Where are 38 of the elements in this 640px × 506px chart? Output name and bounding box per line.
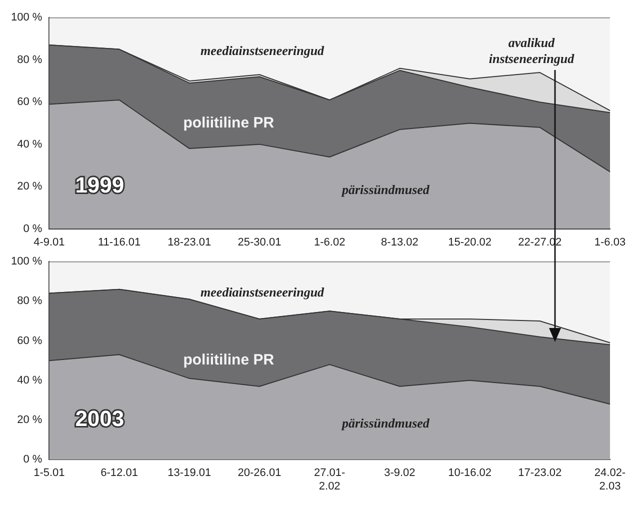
series-label: pärissündmused [340, 182, 430, 198]
x-tick-label: 1-6.02 [314, 236, 346, 248]
annotation: 1999 [75, 172, 124, 198]
x-tick-label: 15-20.02 [448, 236, 492, 248]
y-tick-label: 0 % [23, 222, 42, 235]
y-tick-label: 0 % [23, 454, 42, 466]
series-label: meediainstseneeringud [200, 284, 325, 300]
x-tick-label: 1-5.01 [34, 467, 65, 480]
y-tick-label: 80 % [17, 295, 42, 308]
x-tick-label: 25-30.01 [238, 236, 282, 248]
x-tick-label: 11-16.01 [98, 236, 141, 248]
x-tick-label: 6-12.01 [100, 467, 138, 480]
series-label: poliitiline PR [183, 352, 274, 369]
y-tick-label: 60 % [17, 334, 42, 347]
y-tick-label: 100 % [10, 12, 42, 24]
x-tick-label: 13-19.01 [168, 467, 212, 480]
x-tick-label: 18-23.01 [168, 236, 212, 248]
x-tick-label: 20-26.01 [238, 467, 282, 480]
series-label: avalikud instseneeringud [488, 34, 575, 66]
x-tick-label: 1-6.03 [594, 236, 626, 248]
annotation: 2003 [75, 406, 124, 432]
y-tick-label: 40 % [17, 374, 42, 386]
y-tick-label: 80 % [17, 54, 42, 66]
y-tick-label: 100 % [10, 256, 42, 268]
y-tick-label: 20 % [17, 180, 42, 193]
series-label: pärissündmused [340, 415, 430, 430]
series-label: poliitiline PR [183, 114, 274, 132]
y-tick-label: 20 % [17, 414, 42, 426]
y-tick-label: 40 % [17, 138, 42, 150]
y-tick-label: 60 % [17, 96, 42, 108]
x-tick-label: 24.02-2.03 [594, 467, 626, 492]
x-tick-label: 3-9.02 [384, 467, 416, 480]
x-tick-label: 17-23.02 [518, 467, 562, 480]
x-tick-label: 27.01-2.02 [314, 467, 346, 492]
x-tick-label: 8-13.02 [381, 236, 418, 248]
x-tick-label: 4-9.01 [34, 236, 65, 248]
x-tick-label: 10-16.02 [448, 467, 492, 480]
series-label: meediainstseneeringud [200, 42, 325, 58]
